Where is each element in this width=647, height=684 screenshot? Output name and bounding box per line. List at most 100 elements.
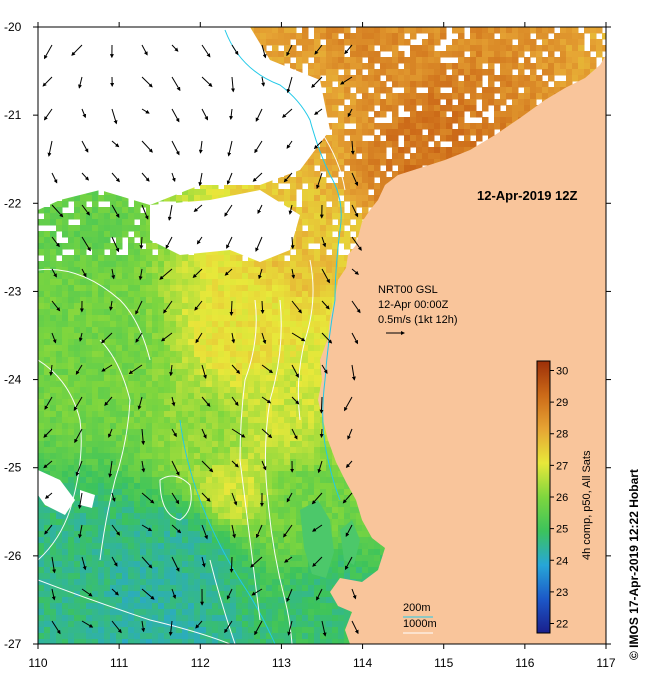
sst-cell (296, 33, 303, 40)
sst-cell (62, 327, 69, 334)
sst-cell (320, 279, 327, 286)
sst-cell (386, 129, 393, 136)
sst-cell (332, 147, 339, 154)
sst-cell (296, 267, 303, 274)
sst-cell (362, 105, 369, 112)
sst-cell (548, 63, 555, 70)
sst-cell (68, 195, 75, 202)
sst-cell (146, 297, 153, 304)
sst-cell (110, 351, 117, 358)
sst-cell (152, 261, 159, 268)
sst-cell (116, 201, 123, 208)
sst-cell (380, 153, 387, 160)
sst-cell (458, 123, 465, 130)
sst-cell (194, 363, 201, 370)
sst-cell (344, 189, 351, 196)
sst-cell (578, 57, 585, 64)
sst-cell (248, 267, 255, 274)
sst-cell (272, 309, 279, 316)
sst-cell (296, 285, 303, 292)
sst-cell (44, 327, 51, 334)
sst-cell (350, 51, 357, 58)
sst-cell (434, 123, 441, 130)
sst-cell (338, 165, 345, 172)
sst-cell (56, 219, 63, 226)
sst-cell (404, 159, 411, 166)
sst-cell (260, 27, 267, 34)
sst-cell (440, 33, 447, 40)
sst-cell (362, 183, 369, 190)
sst-cell (494, 75, 501, 82)
sst-cell (74, 357, 81, 364)
sst-cell (128, 291, 135, 298)
sst-cell (284, 33, 291, 40)
sst-cell (428, 27, 435, 34)
sst-cell (128, 297, 135, 304)
sst-cell (116, 351, 123, 358)
sst-cell (356, 201, 363, 208)
sst-cell (152, 285, 159, 292)
sst-cell (482, 99, 489, 106)
sst-cell (518, 51, 525, 58)
sst-cell (176, 303, 183, 310)
sst-cell (176, 363, 183, 370)
sst-cell (428, 57, 435, 64)
sst-cell (344, 117, 351, 124)
sst-cell (350, 57, 357, 64)
sst-cell (140, 285, 147, 292)
sst-cell (302, 189, 309, 196)
sst-cell (308, 375, 315, 382)
sst-cell (134, 225, 141, 232)
sst-cell (176, 381, 183, 388)
sst-cell (92, 291, 99, 298)
sst-cell (320, 201, 327, 208)
sst-cell (38, 363, 45, 370)
sst-cell (104, 339, 111, 346)
sst-cell (62, 231, 69, 238)
sst-cell (428, 153, 435, 160)
sst-cell (74, 291, 81, 298)
sst-cell (146, 249, 153, 256)
sst-cell (176, 309, 183, 316)
sst-cell (224, 285, 231, 292)
sst-cell (170, 339, 177, 346)
sst-cell (224, 363, 231, 370)
sst-cell (74, 237, 81, 244)
sst-cell (290, 315, 297, 322)
sst-cell (392, 159, 399, 166)
sst-cell (362, 51, 369, 58)
sst-cell (410, 135, 417, 142)
sst-cell (290, 345, 297, 352)
sst-cell (446, 123, 453, 130)
sst-cell (470, 123, 477, 130)
sst-cell (92, 303, 99, 310)
sst-cell (122, 363, 129, 370)
sst-cell (398, 69, 405, 76)
sst-cell (278, 297, 285, 304)
sst-cell (440, 147, 447, 154)
sst-cell (158, 375, 165, 382)
sst-cell (122, 273, 129, 280)
sst-cell (350, 81, 357, 88)
sst-cell (164, 345, 171, 352)
sst-cell (590, 63, 597, 70)
sst-cell (308, 201, 315, 208)
sst-cell (368, 141, 375, 148)
sst-cell (440, 129, 447, 136)
sst-cell (302, 303, 309, 310)
sst-cell (386, 123, 393, 130)
sst-cell (158, 351, 165, 358)
sst-cell (422, 45, 429, 52)
sst-cell (206, 375, 213, 382)
sst-cell (302, 321, 309, 328)
sst-cell (578, 69, 585, 76)
sst-cell (434, 129, 441, 136)
sst-cell (164, 261, 171, 268)
sst-cell (356, 81, 363, 88)
sst-cell (356, 129, 363, 136)
sst-cell (452, 105, 459, 112)
sst-cell (98, 357, 105, 364)
sst-cell (92, 249, 99, 256)
sst-cell (116, 195, 123, 202)
sst-cell (440, 69, 447, 76)
